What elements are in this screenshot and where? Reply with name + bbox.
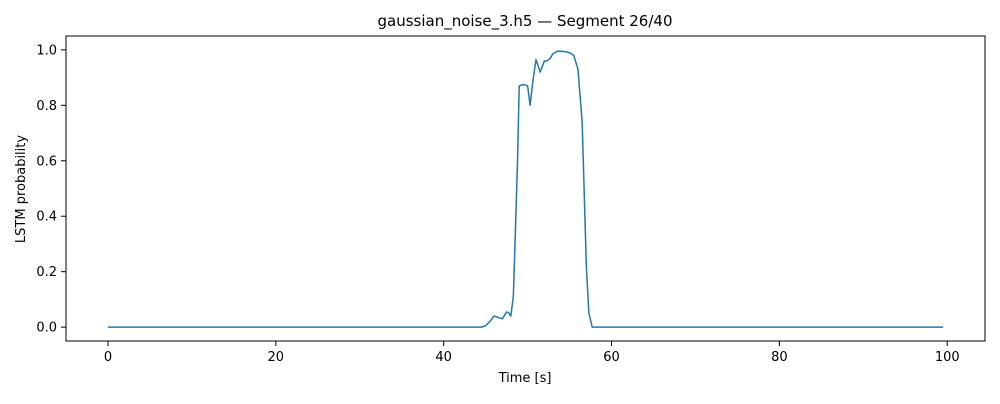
lstm-probability-line bbox=[107, 50, 944, 328]
plot-area-frame bbox=[65, 35, 986, 342]
y-tick-label: 0.4 bbox=[36, 210, 57, 225]
y-tick-label: 1.0 bbox=[36, 43, 57, 58]
x-tick-label: 60 bbox=[603, 350, 620, 365]
y-tick-label: 0.6 bbox=[36, 154, 57, 169]
x-axis: 0 20 40 60 80 100 bbox=[104, 341, 960, 365]
x-axis-label: Time [s] bbox=[498, 371, 552, 386]
x-tick-label: 100 bbox=[935, 350, 960, 365]
x-tick-label: 0 bbox=[104, 350, 112, 365]
y-axis-label: LSTM probability bbox=[14, 135, 29, 243]
chart-title: gaussian_noise_3.h5 — Segment 26/40 bbox=[377, 12, 672, 31]
y-tick-label: 0.2 bbox=[36, 265, 57, 280]
y-tick-label: 0.0 bbox=[36, 321, 57, 336]
x-tick-label: 80 bbox=[771, 350, 788, 365]
y-axis: 0.0 0.2 0.4 0.6 0.8 1.0 bbox=[36, 43, 66, 336]
y-tick-label: 0.8 bbox=[36, 99, 57, 114]
x-tick-label: 20 bbox=[268, 350, 285, 365]
x-tick-label: 40 bbox=[435, 350, 452, 365]
